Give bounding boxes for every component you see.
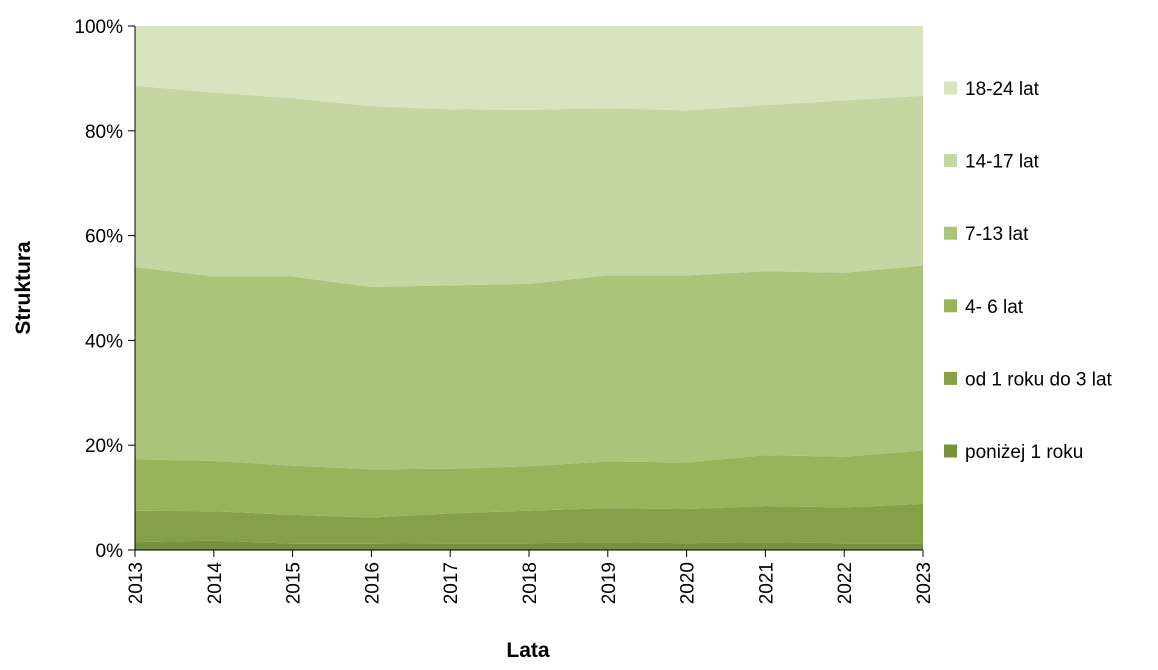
- legend-swatch: [944, 371, 957, 385]
- x-tick-label: 2016: [362, 562, 383, 604]
- x-tick-label: 2021: [756, 562, 777, 604]
- x-axis-title: Lata: [506, 639, 550, 662]
- area-poni-ej-1-roku: [135, 540, 923, 550]
- legend-label: 14-17 lat: [965, 152, 1040, 173]
- x-tick-label: 2014: [205, 562, 226, 605]
- y-axis-title: Struktura: [12, 241, 35, 335]
- area-18-24-lat: [135, 26, 923, 111]
- x-tick-label: 2019: [599, 562, 620, 604]
- legend-swatch: [944, 299, 957, 313]
- y-tick-label: 0%: [96, 541, 124, 562]
- y-tick-label: 80%: [85, 122, 123, 143]
- y-tick-label: 100%: [74, 17, 123, 38]
- legend-item: 18-24 lat: [944, 79, 1040, 100]
- legend-item: poniżej 1 roku: [944, 442, 1083, 463]
- legend-item: 4- 6 lat: [944, 297, 1024, 318]
- x-tick-label: 2018: [520, 562, 541, 604]
- x-tick-label: 2022: [835, 562, 856, 604]
- y-tick-label: 20%: [85, 436, 123, 457]
- x-tick-label: 2015: [284, 562, 305, 604]
- area-7-13-lat: [135, 265, 923, 470]
- x-tick-label: 2023: [914, 562, 935, 604]
- area-14-17-lat: [135, 85, 923, 287]
- y-tick-label: 40%: [85, 331, 123, 352]
- y-tick-label: 60%: [85, 227, 123, 248]
- area-layers: [135, 26, 923, 550]
- x-tick-label: 2013: [126, 562, 147, 604]
- legend-swatch: [944, 154, 957, 168]
- area-4-6-lat: [135, 450, 923, 518]
- legend-label: poniżej 1 roku: [965, 442, 1083, 463]
- axes: [128, 25, 924, 557]
- y-tick-labels: 0% 20% 40% 60% 80% 100%: [74, 17, 123, 562]
- legend-swatch: [944, 81, 957, 95]
- legend: 18-24 lat 14-17 lat 7-13 lat 4- 6 lat od 1 r…: [944, 79, 1113, 463]
- legend-item: od 1 roku do 3 lat: [944, 369, 1113, 390]
- area-od-1-roku-do-3-lat: [135, 503, 923, 544]
- legend-item: 14-17 lat: [944, 152, 1040, 173]
- x-tick-label: 2020: [678, 562, 699, 604]
- legend-label: 4- 6 lat: [965, 297, 1024, 318]
- legend-swatch: [944, 444, 957, 458]
- legend-label: od 1 roku do 3 lat: [965, 369, 1113, 390]
- legend-label: 18-24 lat: [965, 79, 1040, 100]
- x-tick-labels: 2013 2014 2015 2016 2017 2018 2019 2020 2021 2022…: [126, 562, 935, 605]
- legend-label: 7-13 lat: [965, 224, 1029, 245]
- legend-swatch: [944, 226, 957, 240]
- x-tick-label: 2017: [441, 562, 462, 604]
- legend-item: 7-13 lat: [944, 224, 1029, 245]
